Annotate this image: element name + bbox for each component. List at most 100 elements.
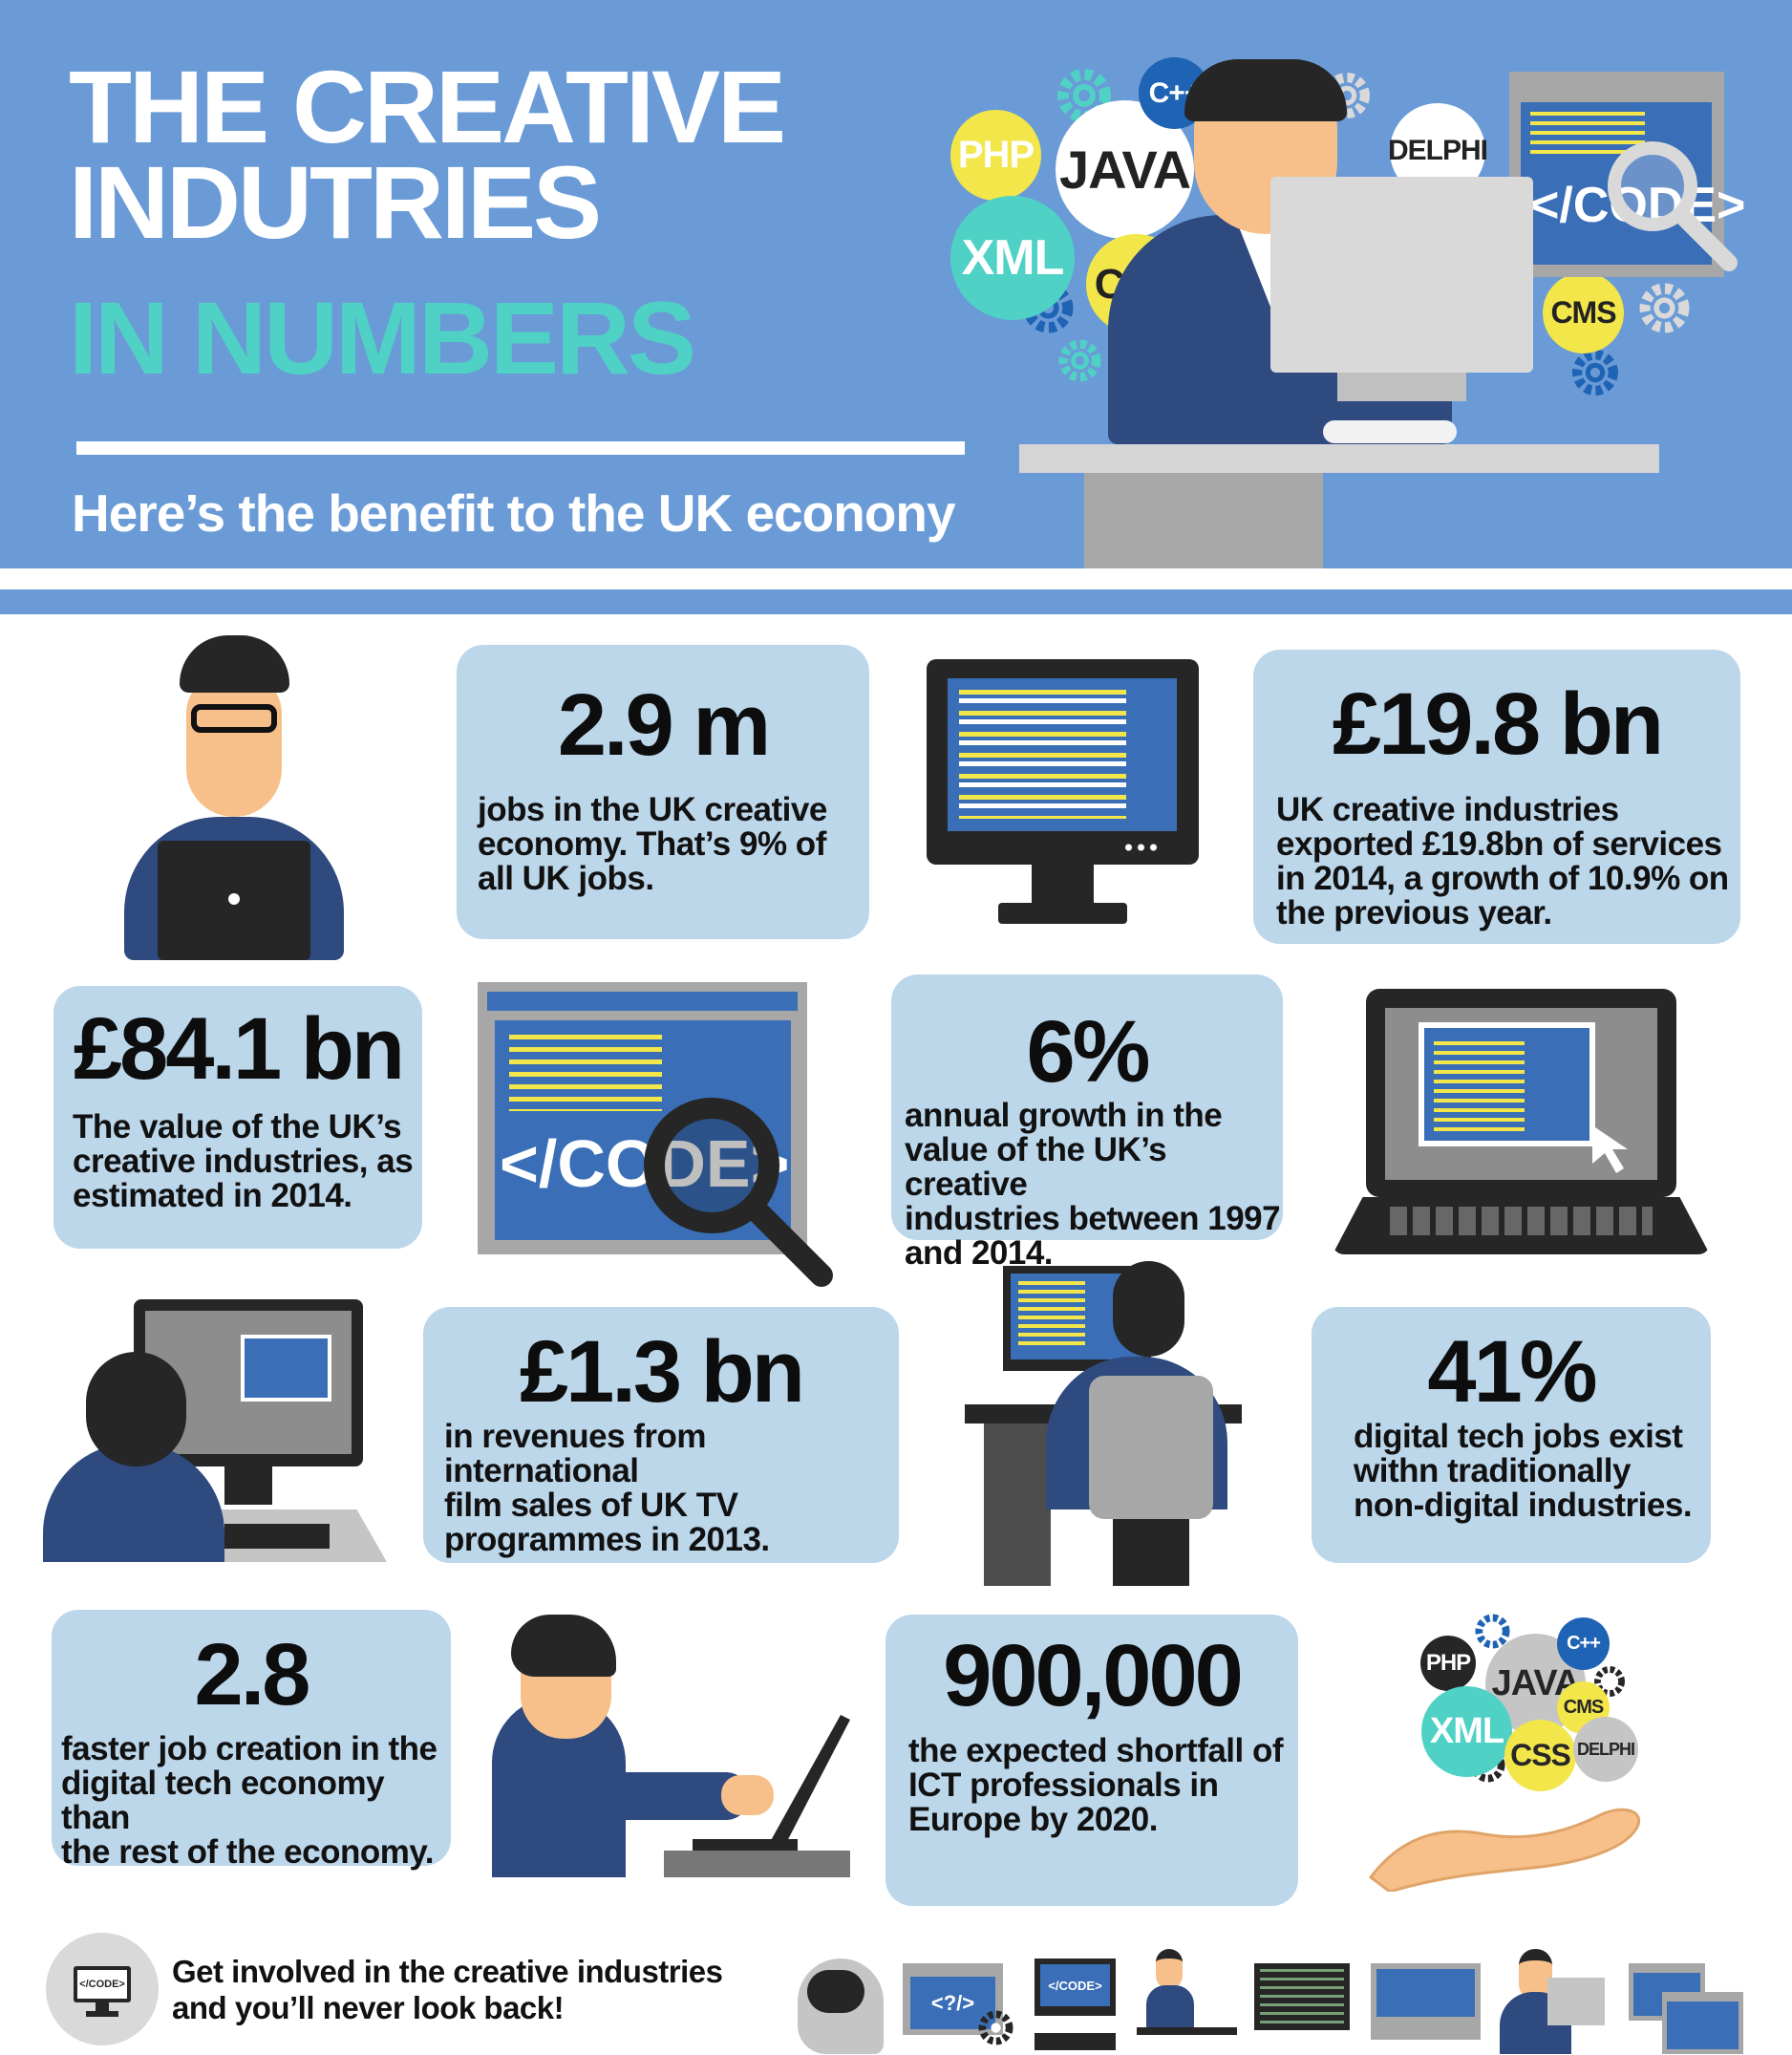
stat-value: £19.8 bn xyxy=(1332,675,1664,773)
stat-value: 2.8 xyxy=(194,1626,311,1723)
person-head xyxy=(86,1352,186,1466)
stat-description: UK creative industries exported £19.8bn … xyxy=(1276,791,1729,931)
stat-card-growth: 6% annual growth in the value of the UK’… xyxy=(891,974,1283,1271)
binary-monitor-icon xyxy=(1254,1963,1350,2030)
cursor-icon xyxy=(1592,1125,1628,1173)
bubble-php: PHP xyxy=(1420,1636,1476,1691)
illustration-hand-bubbles: PHP JAVA C++ XML CMS CSS DELPHI xyxy=(1361,1610,1653,1892)
bubble-delphi: DELPHI xyxy=(1573,1717,1638,1782)
person-head xyxy=(1113,1261,1184,1357)
screen xyxy=(1376,1969,1475,2017)
window-screen: </CODE> xyxy=(495,1020,791,1240)
title-block: THE CREATIVE INDUTRIES IN NUMBERS xyxy=(69,49,786,396)
person-arm xyxy=(559,1772,750,1820)
window-titlebar xyxy=(487,992,798,1011)
subtitle-divider xyxy=(76,441,965,455)
footer-icon-strip: <?/> </CODE> xyxy=(798,1949,1781,2054)
stat-card-digital-jobs: 41% digital tech jobs exist withn tradit… xyxy=(1312,1307,1711,1563)
chair-back xyxy=(1089,1376,1213,1519)
gear-icon xyxy=(1639,283,1690,333)
laptop-logo xyxy=(228,893,240,905)
stat-card-jobs: 2.9 m jobs in the UK creative economy. T… xyxy=(457,645,869,939)
hair xyxy=(180,635,289,693)
person-hand xyxy=(721,1775,774,1815)
bubble-php: PHP xyxy=(950,110,1041,201)
illustration-laptop xyxy=(1333,989,1710,1261)
stat-description: faster job creation in the digital tech … xyxy=(61,1730,437,1871)
stat-description: The value of the UK’s creative industrie… xyxy=(73,1108,414,1214)
bubble-css: CSS xyxy=(1504,1720,1576,1791)
stat-card-shortfall: 900,000 the expected shortfall of ICT pr… xyxy=(885,1615,1298,1906)
laptop-lid xyxy=(1366,989,1676,1197)
code-window: </CODE> xyxy=(1509,72,1745,277)
laptop-icon xyxy=(664,1715,850,1877)
monitor-screen xyxy=(948,678,1177,831)
person-at-desk-icon xyxy=(1137,1949,1237,2054)
title-line-2: INDUTRIES xyxy=(69,144,602,260)
monitor-buttons xyxy=(1122,843,1161,852)
stat-value: 6% xyxy=(1026,1003,1151,1101)
title-line-1: THE CREATIVE xyxy=(69,49,786,164)
keyboard xyxy=(224,1524,330,1549)
footer-cta-line1: Get involved in the creative industries xyxy=(172,1954,723,1989)
illustration-man-glasses-laptop xyxy=(115,635,353,960)
badge-monitor: </CODE> xyxy=(74,1966,131,2002)
brain-head-icon xyxy=(798,1959,884,2054)
badge-monitor-neck xyxy=(96,2002,109,2012)
code-badge: </CODE> xyxy=(46,1933,159,2045)
stat-value: 41% xyxy=(1427,1323,1597,1421)
stat-card-exports: £19.8 bn UK creative industries exported… xyxy=(1253,650,1740,944)
title-line-3: IN NUMBERS xyxy=(69,280,696,396)
stat-description: digital tech jobs exist withn traditiona… xyxy=(1354,1418,1693,1524)
stat-value: 2.9 m xyxy=(557,676,771,774)
desk-drawer xyxy=(984,1424,1051,1586)
stat-card-job-creation: 2.8 faster job creation in the digital t… xyxy=(52,1610,451,1870)
desk-leg xyxy=(1084,473,1323,568)
code-lines xyxy=(509,1035,662,1111)
stat-card-value: £84.1 bn The value of the UK’s creative … xyxy=(53,986,422,1249)
header-divider-band xyxy=(0,589,1792,614)
gear-icon xyxy=(978,2010,1013,2045)
desk-top xyxy=(1019,444,1659,473)
monitor-base xyxy=(998,903,1127,924)
code-window xyxy=(241,1335,331,1402)
person-hair xyxy=(511,1615,616,1677)
person-head xyxy=(1156,1949,1183,1989)
subtitle: Here’s the benefit to the UK econony xyxy=(72,483,956,543)
stat-value: 900,000 xyxy=(943,1627,1244,1724)
gear-icon xyxy=(1057,69,1111,122)
code-lines xyxy=(959,690,1126,819)
stat-value: £84.1 bn xyxy=(73,1000,405,1098)
code-lines-monitor-icon xyxy=(1371,1963,1481,2040)
monitor-icon-label: </CODE> xyxy=(1040,1964,1110,2006)
monitor-neck xyxy=(224,1466,272,1505)
person-body xyxy=(1146,1985,1194,2028)
stat-description: jobs in the UK creative economy. That’s … xyxy=(478,791,827,897)
magnifier-icon xyxy=(1608,141,1738,271)
header-illustration: PHP JAVA C++ XML CSS DELPHI CMS </CODE> xyxy=(941,38,1781,568)
person-hair xyxy=(1184,59,1347,121)
code-lines xyxy=(1018,1281,1085,1348)
bubble-cpp: C++ xyxy=(1557,1617,1610,1670)
brain-icon xyxy=(807,1970,864,2013)
stat-description: the expected shortfall of ICT profession… xyxy=(908,1732,1284,1838)
magnifier-icon xyxy=(644,1098,833,1287)
chair-legs xyxy=(1113,1519,1189,1586)
badge-monitor-base xyxy=(86,2011,118,2017)
monitor-stand xyxy=(1337,373,1466,401)
monitor-neck xyxy=(1032,865,1094,908)
gear-icon xyxy=(1594,1666,1625,1697)
code-lines xyxy=(1434,1041,1525,1132)
laptop-keys xyxy=(1390,1207,1653,1235)
window-icon-front xyxy=(1662,1992,1743,2054)
monitor-icon: </CODE> xyxy=(1035,1959,1116,2016)
binary-lines xyxy=(1260,1969,1344,2024)
hand-icon xyxy=(1368,1808,1641,1892)
bubble-xml: XML xyxy=(950,196,1075,320)
stat-description: in revenues from international film sale… xyxy=(444,1418,770,1558)
laptop-code-window xyxy=(1419,1022,1595,1146)
illustration-code-window: </CODE> xyxy=(478,979,841,1287)
screen xyxy=(1667,2001,1739,2049)
illustration-person-computer xyxy=(43,1295,387,1562)
stat-card-film: £1.3 bn in revenues from international f… xyxy=(423,1307,899,1563)
